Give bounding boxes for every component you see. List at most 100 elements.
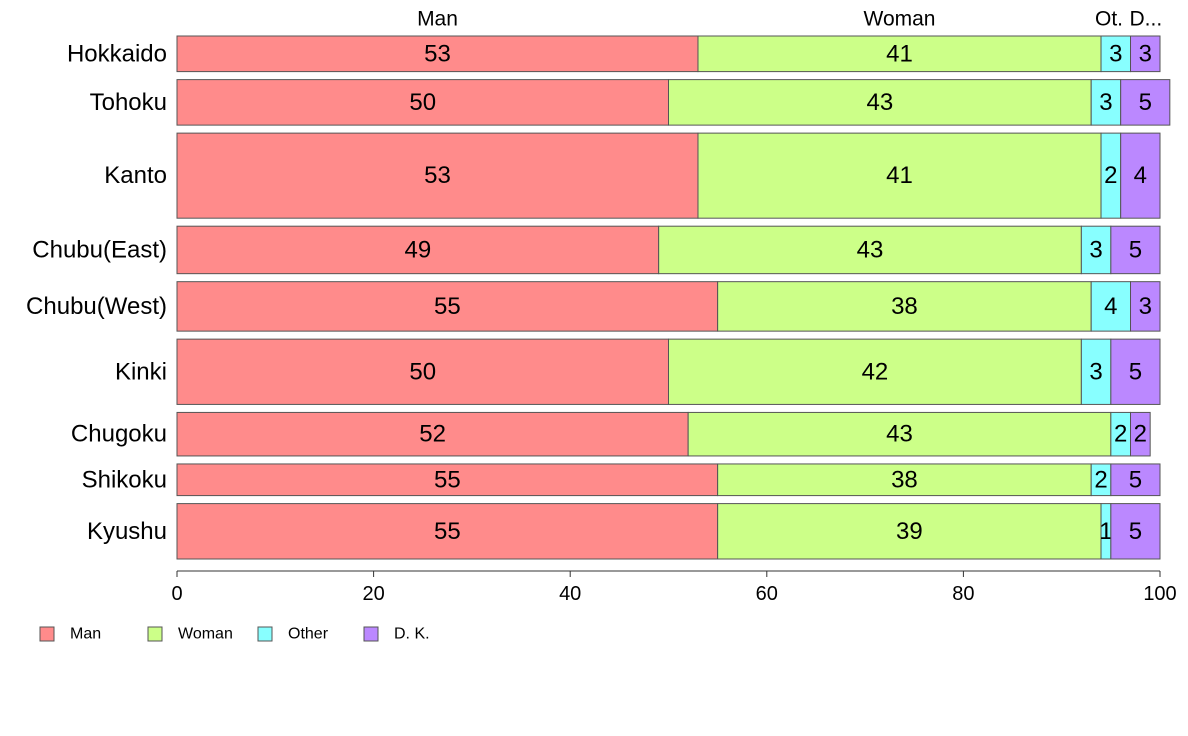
- bars: 53 41 3 350 43 3 553 41 2 449 43 3 555 38 4 350 42 3 552 43…: [176, 35, 1171, 560]
- bar-kinki-man: [176, 338, 669, 405]
- data-label-tohoku-woman: 43: [866, 89, 893, 116]
- legend-item-other: Other: [257, 626, 329, 643]
- x-tick-label-40: 40: [559, 583, 581, 605]
- category-label-tohoku: Tohoku: [90, 89, 167, 116]
- bar-chubu-east-man: [176, 225, 660, 275]
- bar-tohoku-other: [1090, 79, 1122, 126]
- data-label-chubu-west-man: 55: [434, 293, 461, 320]
- x-tick-label-100: 100: [1143, 583, 1176, 605]
- data-label-shikoku-d-k: 5: [1129, 466, 1142, 493]
- bar-chugoku-d-k: [1130, 411, 1151, 457]
- data-label-chugoku-man: 52: [419, 421, 446, 448]
- bar-hokkaido-other: [1100, 35, 1132, 73]
- legend-item-d-k: D. K.: [363, 626, 430, 643]
- data-label-shikoku-other: 2: [1094, 466, 1107, 493]
- bar-chugoku-woman: [687, 411, 1112, 457]
- category-label-chubu-west: Chubu(West): [26, 293, 167, 320]
- bar-kanto-woman: [697, 132, 1102, 219]
- data-label-chugoku-woman: 43: [886, 421, 913, 448]
- category-label-kanto: Kanto: [104, 162, 167, 189]
- bar-row-kanto: 53 41 2 4: [176, 132, 1161, 219]
- bar-row-shikoku: 55 38 2 5: [176, 463, 1161, 497]
- bar-chubu-east-d-k: [1110, 225, 1161, 275]
- x-tick-label-0: 0: [171, 583, 182, 605]
- bar-chubu-west-man: [176, 281, 719, 332]
- bar-kyushu-man: [176, 503, 719, 560]
- series-top-labels: Man Woman Ot. D...: [417, 8, 1162, 31]
- data-label-chugoku-d-k: 2: [1134, 421, 1147, 448]
- data-label-hokkaido-woman: 41: [886, 40, 913, 67]
- bar-chubu-west-d-k: [1130, 281, 1161, 332]
- category-label-chugoku: Chugoku: [71, 421, 167, 448]
- category-labels: Hokkaido Tohoku Kanto Chubu(East) Chubu(West…: [26, 40, 167, 544]
- data-label-tohoku-d-k: 5: [1139, 89, 1152, 116]
- data-label-tohoku-other: 3: [1099, 89, 1112, 116]
- bar-shikoku-d-k: [1110, 463, 1161, 497]
- data-label-kinki-d-k: 5: [1129, 358, 1142, 385]
- data-label-kanto-other: 2: [1104, 162, 1117, 189]
- series-top-label-man: Man: [417, 8, 458, 31]
- data-label-shikoku-woman: 38: [891, 466, 918, 493]
- x-tick-label-80: 80: [952, 583, 974, 605]
- legend-item-woman: Woman: [147, 626, 233, 643]
- bar-row-tohoku: 50 43 3 5: [176, 79, 1171, 126]
- bar-row-chubu-west: 55 38 4 3: [176, 281, 1161, 332]
- bar-kanto-man: [176, 132, 699, 219]
- legend-item-man: Man: [39, 626, 101, 643]
- category-label-shikoku: Shikoku: [82, 466, 167, 493]
- data-label-kanto-d-k: 4: [1134, 162, 1147, 189]
- legend-label-man: Man: [70, 626, 101, 643]
- data-label-hokkaido-d-k: 3: [1139, 40, 1152, 67]
- x-axis: 0 20 40 60 80 100: [171, 570, 1177, 605]
- bar-row-kyushu: 55 39 1 5: [176, 503, 1161, 560]
- legend-swatch-other: [257, 626, 273, 642]
- bar-kinki-other: [1080, 338, 1112, 405]
- data-label-chubu-east-d-k: 5: [1129, 236, 1142, 263]
- data-label-kinki-man: 50: [409, 358, 436, 385]
- bar-tohoku-d-k: [1120, 79, 1171, 126]
- bar-kinki-d-k: [1110, 338, 1161, 405]
- legend-swatch-woman: [147, 626, 163, 642]
- data-label-tohoku-man: 50: [409, 89, 436, 116]
- legend-label-other: Other: [288, 626, 329, 643]
- x-tick-label-60: 60: [756, 583, 778, 605]
- data-label-chubu-west-woman: 38: [891, 293, 918, 320]
- bar-row-chubu-east: 49 43 3 5: [176, 225, 1161, 275]
- series-top-label-woman: Woman: [864, 8, 936, 31]
- bar-chubu-east-woman: [658, 225, 1082, 275]
- bar-hokkaido-d-k: [1130, 35, 1161, 73]
- data-label-chubu-west-other: 4: [1104, 293, 1117, 320]
- legend: Man Woman Other D. K.: [39, 626, 430, 643]
- legend-swatch-man: [39, 626, 55, 642]
- bar-tohoku-woman: [668, 79, 1092, 126]
- bar-kyushu-woman: [717, 503, 1102, 560]
- bar-kyushu-d-k: [1110, 503, 1161, 560]
- bar-chubu-west-other: [1090, 281, 1132, 332]
- bar-tohoku-man: [176, 79, 669, 126]
- bar-hokkaido-man: [176, 35, 699, 73]
- legend-swatch-d-k: [363, 626, 379, 642]
- data-label-hokkaido-other: 3: [1109, 40, 1122, 67]
- data-label-hokkaido-man: 53: [424, 40, 451, 67]
- bar-row-chugoku: 52 43 2 2: [176, 411, 1151, 457]
- data-label-kyushu-other: 1: [1099, 518, 1112, 545]
- legend-label-d-k: D. K.: [394, 626, 430, 643]
- category-label-kinki: Kinki: [115, 358, 167, 385]
- x-tick-label-20: 20: [362, 583, 384, 605]
- category-label-kyushu: Kyushu: [87, 518, 167, 545]
- series-top-label-d-k: D...: [1130, 8, 1163, 31]
- bar-shikoku-woman: [717, 463, 1092, 497]
- data-label-chubu-east-woman: 43: [857, 236, 884, 263]
- bar-row-hokkaido: 53 41 3 3: [176, 35, 1161, 73]
- bar-chubu-west-woman: [717, 281, 1092, 332]
- category-label-chubu-east: Chubu(East): [32, 236, 167, 263]
- bar-chubu-east-other: [1080, 225, 1112, 275]
- data-label-chubu-west-d-k: 3: [1139, 293, 1152, 320]
- bar-shikoku-man: [176, 463, 719, 497]
- data-label-chubu-east-other: 3: [1089, 236, 1102, 263]
- bar-kanto-d-k: [1120, 132, 1161, 219]
- bar-chugoku-man: [176, 411, 689, 457]
- series-top-label-other: Ot.: [1095, 8, 1123, 31]
- data-label-kinki-woman: 42: [862, 358, 889, 385]
